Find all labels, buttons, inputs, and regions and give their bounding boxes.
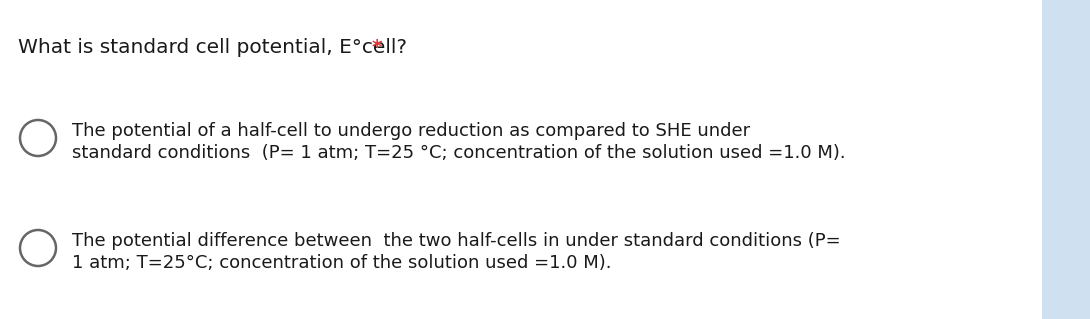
- Text: 1 atm; T=25°C; concentration of the solution used =1.0 M).: 1 atm; T=25°C; concentration of the solu…: [72, 254, 611, 272]
- Text: The potential difference between  the two half-cells in under standard condition: The potential difference between the two…: [72, 232, 840, 250]
- Text: The potential of a half-cell to undergo reduction as compared to SHE under: The potential of a half-cell to undergo …: [72, 122, 750, 140]
- Text: standard conditions  (P= 1 atm; T=25 °C; concentration of the solution used =1.0: standard conditions (P= 1 atm; T=25 °C; …: [72, 144, 846, 162]
- Bar: [1042, 0, 1090, 319]
- Text: What is standard cell potential, E°cell?: What is standard cell potential, E°cell?: [19, 38, 413, 57]
- Text: *: *: [372, 38, 383, 57]
